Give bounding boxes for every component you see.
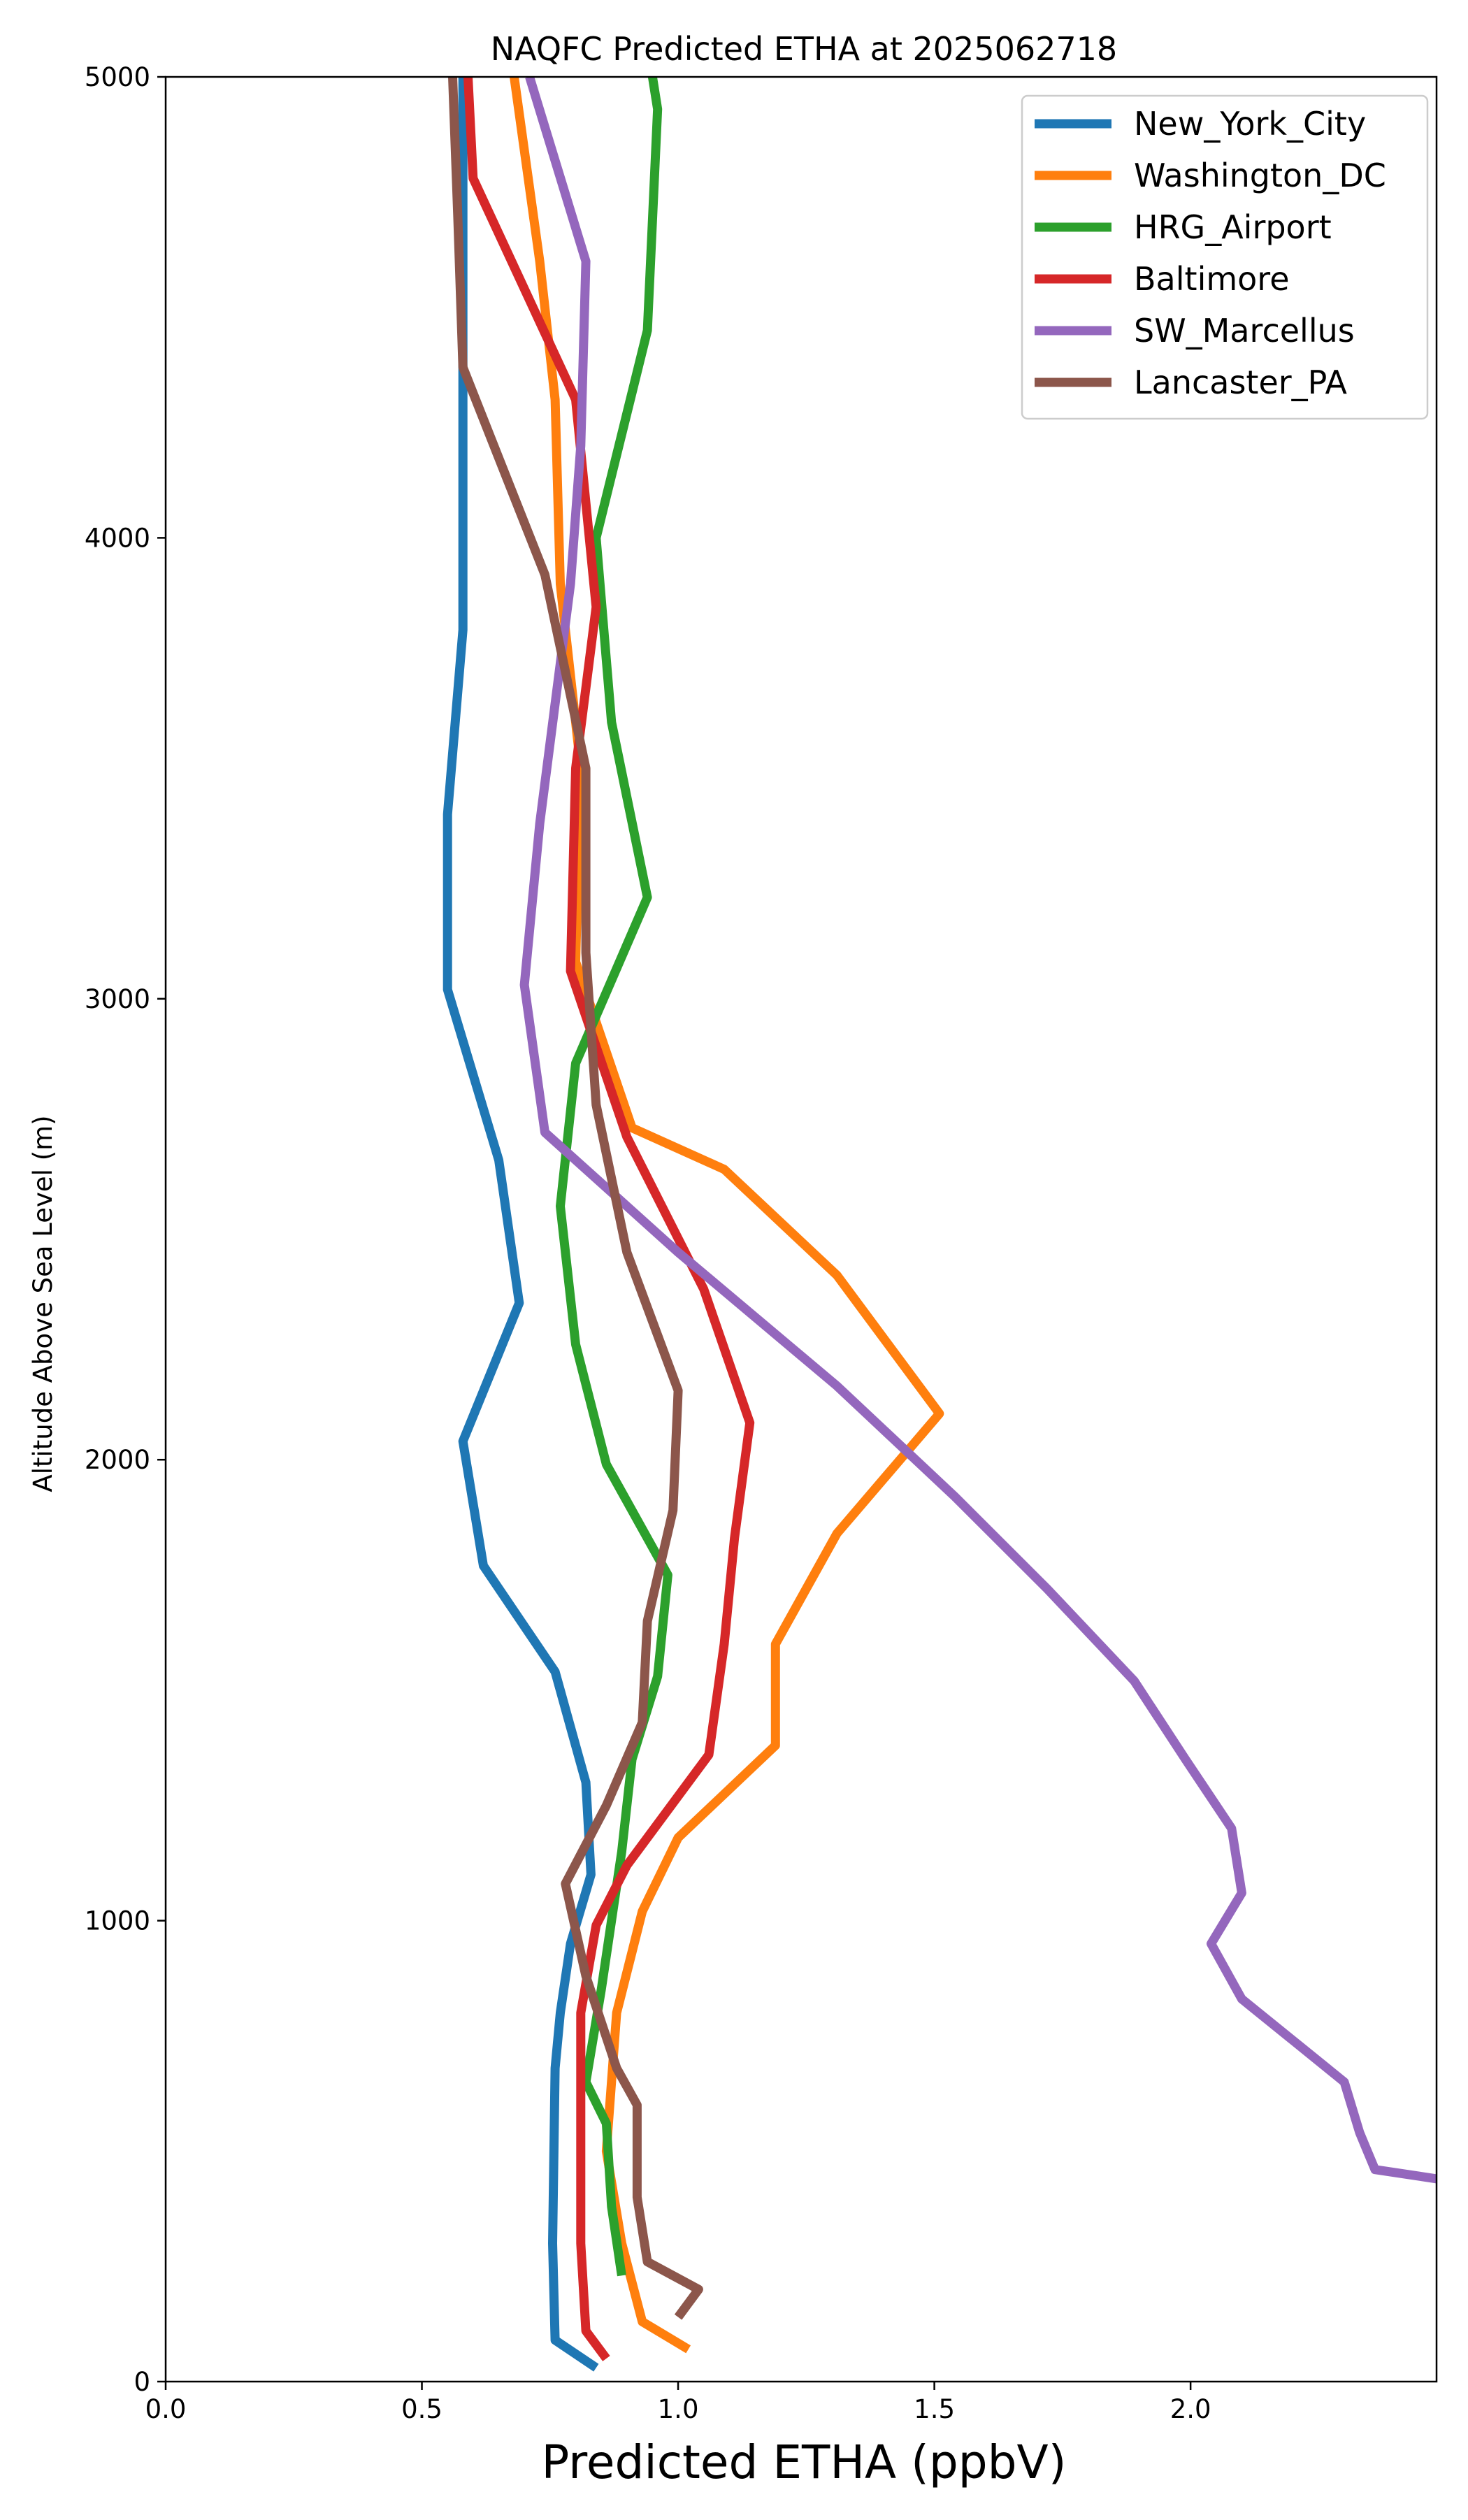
x-tick-label: 1.0 (658, 2394, 699, 2424)
x-axis-label: Predicted ETHA (ppbV) (542, 2435, 1067, 2489)
series-line-hrg-airport (556, 77, 672, 2277)
axes-layer: 0.0 0.5 1.0 1.5 2.0 0 1000 2000 3000 4000 5000 (85, 62, 1438, 2424)
legend-label-washington-dc: Washington_DC (1134, 157, 1386, 194)
x-tick-label: 0.0 (145, 2394, 187, 2424)
legend-label-baltimore: Baltimore (1134, 260, 1290, 298)
y-tick-label: 2000 (85, 1445, 150, 1475)
legend: New_York_City Washington_DC HRG_Airport Bal… (1021, 94, 1429, 420)
legend-label-new-york-city: New_York_City (1134, 105, 1366, 143)
series-line-baltimore (463, 77, 755, 2361)
series-line-new-york-city (442, 77, 599, 2372)
y-tick-label: 4000 (85, 523, 150, 553)
plot-frame (164, 75, 1438, 2383)
series-layer (442, 77, 1437, 2372)
legend-label-sw-marcellus: SW_Marcellus (1134, 312, 1355, 350)
y-axis-label: Altitude Above Sea Level (m) (28, 1115, 58, 1492)
y-tick-label: 5000 (85, 62, 150, 92)
x-tick-label: 0.5 (401, 2394, 442, 2424)
series-line-sw-marcellus (519, 77, 1437, 2184)
y-tick-label: 0 (134, 2367, 150, 2397)
y-tick-label: 1000 (85, 1906, 150, 1936)
x-tick-label: 1.5 (914, 2394, 955, 2424)
legend-label-hrg-airport: HRG_Airport (1134, 208, 1332, 246)
legend-box (1021, 94, 1429, 420)
y-tick-label: 3000 (85, 984, 150, 1014)
series-line-lancaster-pa (448, 77, 703, 2320)
chart-title: NAQFC Predicted ETHA at 2025062718 (491, 30, 1117, 68)
legend-label-lancaster-pa: Lancaster_PA (1134, 363, 1347, 401)
x-tick-label: 2.0 (1170, 2394, 1211, 2424)
